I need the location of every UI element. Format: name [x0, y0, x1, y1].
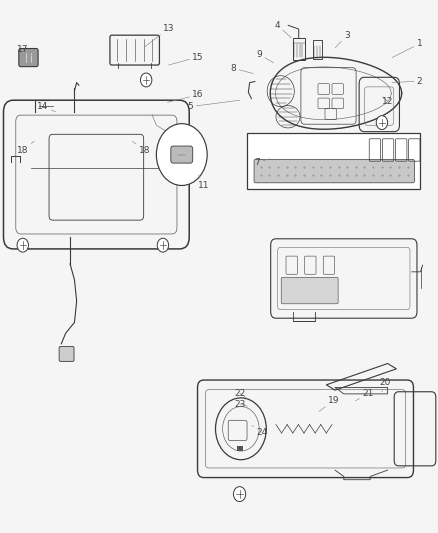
- FancyBboxPatch shape: [171, 146, 193, 163]
- Text: 12: 12: [382, 97, 393, 106]
- Bar: [293, 37, 305, 60]
- Bar: [247, 133, 420, 189]
- Circle shape: [141, 73, 152, 87]
- FancyBboxPatch shape: [281, 277, 338, 304]
- Text: 13: 13: [145, 24, 175, 47]
- Text: 16: 16: [167, 91, 204, 102]
- Bar: [313, 40, 322, 60]
- Text: 4: 4: [275, 21, 291, 38]
- Text: 18: 18: [132, 141, 150, 155]
- Circle shape: [233, 487, 246, 502]
- Text: 9: 9: [256, 50, 274, 63]
- Text: 24: 24: [252, 425, 268, 437]
- FancyBboxPatch shape: [59, 346, 74, 361]
- Text: 1: 1: [392, 39, 423, 58]
- FancyBboxPatch shape: [254, 159, 414, 183]
- Text: 8: 8: [230, 64, 253, 74]
- Text: 18: 18: [17, 141, 34, 155]
- Text: 14: 14: [37, 102, 56, 112]
- Circle shape: [157, 238, 169, 252]
- Bar: [237, 446, 243, 451]
- Text: 5: 5: [187, 100, 240, 111]
- Text: 22: 22: [234, 389, 247, 399]
- Circle shape: [17, 238, 28, 252]
- Text: 3: 3: [335, 31, 350, 48]
- FancyBboxPatch shape: [19, 49, 38, 67]
- Text: 15: 15: [169, 53, 204, 65]
- Text: 2: 2: [392, 77, 422, 85]
- Text: 19: 19: [319, 397, 339, 411]
- Circle shape: [156, 124, 207, 185]
- Text: 11: 11: [198, 175, 209, 190]
- Text: 17: 17: [17, 45, 32, 55]
- Text: 7: 7: [254, 158, 269, 167]
- Text: 23: 23: [234, 400, 247, 408]
- Text: 21: 21: [356, 389, 374, 401]
- Circle shape: [376, 116, 388, 130]
- Text: 20: 20: [379, 378, 390, 392]
